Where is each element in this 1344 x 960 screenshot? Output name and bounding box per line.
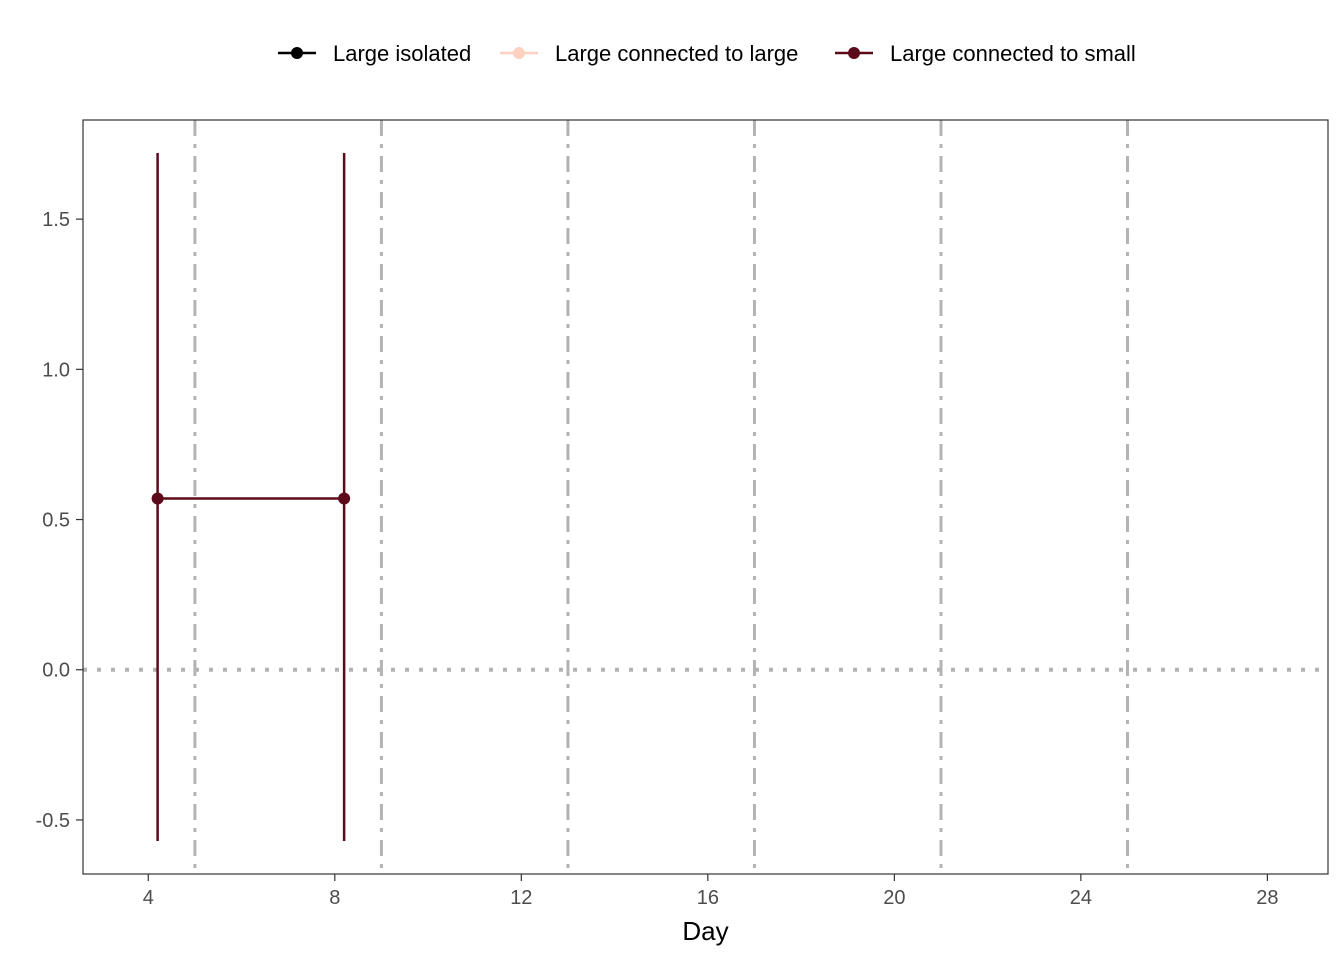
x-tick-label: 24 — [1070, 887, 1092, 909]
legend-label: Large isolated — [333, 41, 471, 66]
x-tick-label: 16 — [697, 887, 719, 909]
y-tick-label: 1.5 — [42, 209, 70, 231]
y-tick-label: -0.5 — [36, 810, 70, 832]
legend-key-point — [513, 47, 525, 59]
series-2 — [151, 153, 351, 841]
x-tick-label: 28 — [1256, 887, 1278, 909]
reference-lines — [83, 120, 1328, 874]
x-tick-label: 4 — [143, 887, 154, 909]
y-tick-label: 0.0 — [42, 660, 70, 682]
plot-panel — [83, 120, 1328, 874]
data-point — [151, 492, 164, 505]
data-point — [338, 492, 351, 505]
y-axis: -0.5 0.0 0.5 1.0 1.5 — [36, 209, 83, 832]
x-tick-label: 12 — [510, 887, 532, 909]
legend-item: Large isolated — [278, 41, 471, 66]
x-axis: 4 8 12 16 20 24 28 — [143, 874, 1279, 909]
legend: Large isolated Large connected to large La… — [278, 41, 1136, 66]
y-tick-label: 1.0 — [42, 359, 70, 381]
legend-key-point — [291, 47, 303, 59]
x-axis-title: Day — [682, 916, 728, 946]
series-layer — [151, 153, 351, 841]
x-tick-label: 8 — [329, 887, 340, 909]
legend-key-point — [848, 47, 860, 59]
plot-border — [82, 119, 1329, 875]
x-tick-label: 20 — [883, 887, 905, 909]
y-tick-label: 0.5 — [42, 510, 70, 532]
legend-label: Large connected to small — [890, 41, 1136, 66]
legend-label: Large connected to large — [555, 41, 798, 66]
legend-item: Large connected to large — [500, 41, 798, 66]
legend-item: Large connected to small — [835, 41, 1136, 66]
